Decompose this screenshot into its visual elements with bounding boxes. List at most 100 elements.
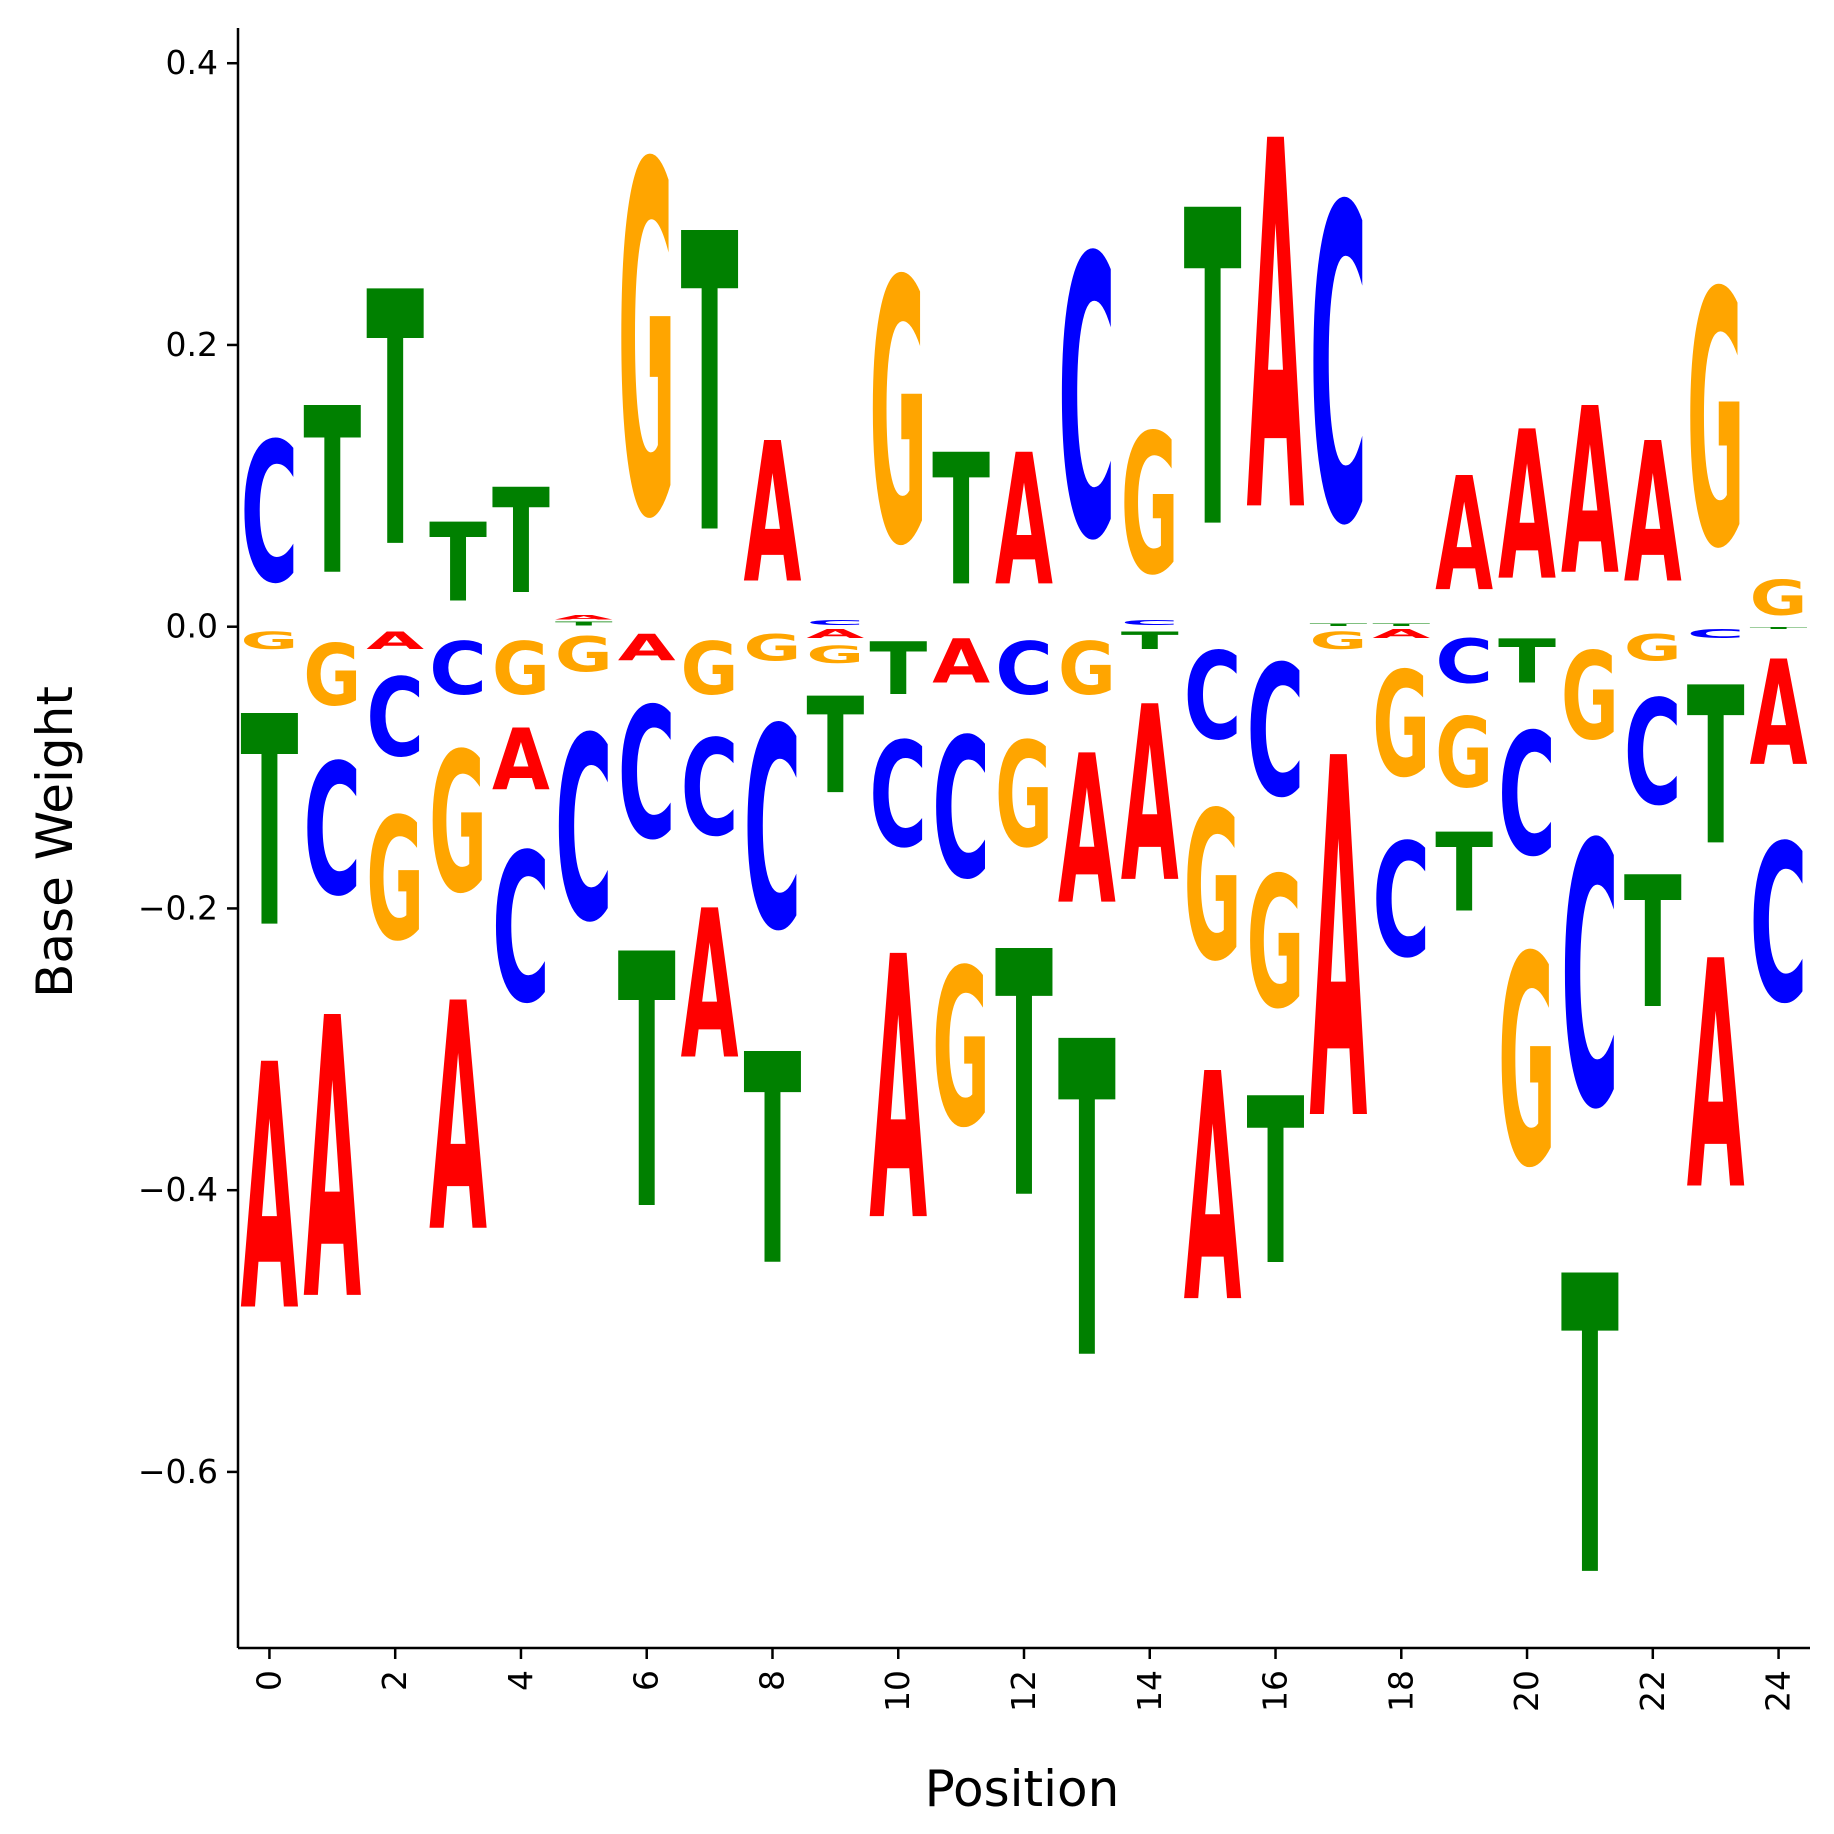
logo-letter-G: G xyxy=(366,783,424,979)
logo-letter-A: A xyxy=(932,628,990,698)
logo-letter-A: A xyxy=(429,937,487,1302)
x-tick-label: 4 xyxy=(501,1670,540,1691)
logo-letter-C: C xyxy=(932,697,990,922)
x-tick-label: 16 xyxy=(1256,1670,1295,1712)
logo-letter-G: G xyxy=(1750,571,1808,627)
logo-letter-T: T xyxy=(995,881,1053,1273)
logo-letter-C: C xyxy=(1372,811,1430,993)
logo-letter-G: G xyxy=(303,628,361,726)
x-tick-label: 2 xyxy=(375,1670,414,1691)
y-tick-label: −0.6 xyxy=(138,1452,218,1491)
logo-letter-A: A xyxy=(241,993,299,1386)
logo-letter-A: A xyxy=(492,711,550,809)
logo-letter-T: T xyxy=(366,219,424,626)
x-axis-title: Position xyxy=(925,1760,1120,1818)
logo-letter-G: G xyxy=(869,205,927,626)
x-tick-label: 14 xyxy=(1130,1670,1169,1712)
logo-letter-A: A xyxy=(1309,657,1367,1232)
logo-letter-T: T xyxy=(492,458,550,626)
logo-letter-C: C xyxy=(995,627,1053,711)
logo-letter-C: C xyxy=(303,726,361,936)
logo-letter-G: G xyxy=(1058,627,1116,711)
y-tick-label: −0.2 xyxy=(138,888,218,927)
logo-letter-T: T xyxy=(1750,627,1808,630)
logo-letter-G: G xyxy=(1309,627,1367,655)
logo-letter-C: C xyxy=(366,656,424,782)
logo-letter-G: G xyxy=(1561,628,1619,768)
logo-letter-A: A xyxy=(1372,627,1431,641)
logo-letter-C: C xyxy=(1184,627,1242,767)
logo-letter-T: T xyxy=(241,656,299,993)
logo-letter-G: G xyxy=(492,627,550,711)
logo-letter-T: T xyxy=(555,621,613,627)
logo-letter-G: G xyxy=(1184,769,1242,1007)
y-tick-label: 0.4 xyxy=(166,43,218,82)
logo-letter-G: G xyxy=(241,627,299,655)
x-tick-label: 20 xyxy=(1507,1670,1546,1712)
logo-letter-C: C xyxy=(806,618,864,626)
y-tick-label: 0.2 xyxy=(166,325,218,364)
logo-letter-C: C xyxy=(681,712,739,866)
logo-letter-T: T xyxy=(1184,120,1242,625)
logo-letter-C: C xyxy=(869,713,927,881)
logo-letter-C: C xyxy=(744,671,802,993)
y-axis-title: Base Weight xyxy=(26,686,84,998)
logo-letter-A: A xyxy=(681,868,739,1106)
logo-letter-C: C xyxy=(618,670,676,880)
logo-letter-G: G xyxy=(618,66,676,626)
logo-letter-C: C xyxy=(1750,801,1808,1052)
logo-letter-T: T xyxy=(869,627,927,711)
logo-letter-C: C xyxy=(1561,768,1619,1189)
logo-letter-T: T xyxy=(1247,1050,1305,1317)
x-tick-label: 10 xyxy=(878,1670,917,1712)
logo-letter-A: A xyxy=(806,627,865,641)
x-tick-label: 24 xyxy=(1759,1670,1798,1712)
x-tick-label: 22 xyxy=(1633,1670,1672,1712)
logo-letter-G: G xyxy=(555,628,613,684)
logo-letter-A: A xyxy=(1121,657,1179,937)
logo-glyphs: CGTATGCATACGTCGATGACTAGCGACTTGCAAGCTCAGT… xyxy=(241,37,1808,1668)
logo-letter-C: C xyxy=(1247,627,1305,837)
logo-letter-G: G xyxy=(932,924,990,1177)
logo-letter-G: G xyxy=(1121,394,1179,618)
logo-letter-C: C xyxy=(241,401,299,626)
logo-letter-A: A xyxy=(1624,402,1682,626)
logo-letter-C: C xyxy=(1121,618,1179,626)
logo-letter-T: T xyxy=(429,500,487,626)
logo-letter-C: C xyxy=(1058,177,1116,626)
logo-letter-C: C xyxy=(1624,670,1682,838)
logo-letter-G: G xyxy=(1435,698,1493,810)
logo-letter-A: A xyxy=(1687,895,1745,1260)
x-ticks: 0 2 4 6 8 10 12 14 16 18 20 22 24 xyxy=(249,1648,1798,1712)
logo-letter-A: A xyxy=(1561,361,1619,627)
y-tick-label: 0.0 xyxy=(166,607,218,646)
logo-letter-T: T xyxy=(806,671,864,825)
logo-letter-A: A xyxy=(1058,713,1116,951)
logo-letter-T: T xyxy=(1561,1191,1619,1667)
logo-letter-T: T xyxy=(1058,951,1116,1456)
logo-letter-G: G xyxy=(1372,640,1430,809)
logo-letter-C: C xyxy=(492,810,550,1049)
logo-letter-G: G xyxy=(995,711,1053,880)
y-ticks: −0.6 −0.4 −0.2 0.0 0.2 0.4 xyxy=(138,43,238,1491)
logo-letter-T: T xyxy=(303,360,361,627)
logo-letter-C: C xyxy=(1435,627,1493,697)
logo-letter-T: T xyxy=(1309,623,1367,627)
logo-letter-G: G xyxy=(429,712,487,936)
logo-letter-C: C xyxy=(429,627,487,711)
logo-letter-G: G xyxy=(744,627,802,669)
logo-letter-T: T xyxy=(1498,628,1556,698)
logo-letter-C: C xyxy=(1309,118,1367,622)
x-tick-label: 6 xyxy=(627,1670,666,1691)
logo-letter-A: A xyxy=(555,614,613,621)
logo-letter-T: T xyxy=(1121,627,1179,655)
logo-letter-A: A xyxy=(618,627,677,669)
x-tick-label: 8 xyxy=(752,1670,791,1691)
logo-letter-T: T xyxy=(1624,840,1682,1050)
logo-letter-G: G xyxy=(1498,895,1556,1232)
logo-letter-A: A xyxy=(869,881,927,1302)
logo-letter-A: A xyxy=(1184,1008,1242,1373)
logo-letter-A: A xyxy=(303,938,361,1386)
logo-letter-A: A xyxy=(1247,37,1305,626)
